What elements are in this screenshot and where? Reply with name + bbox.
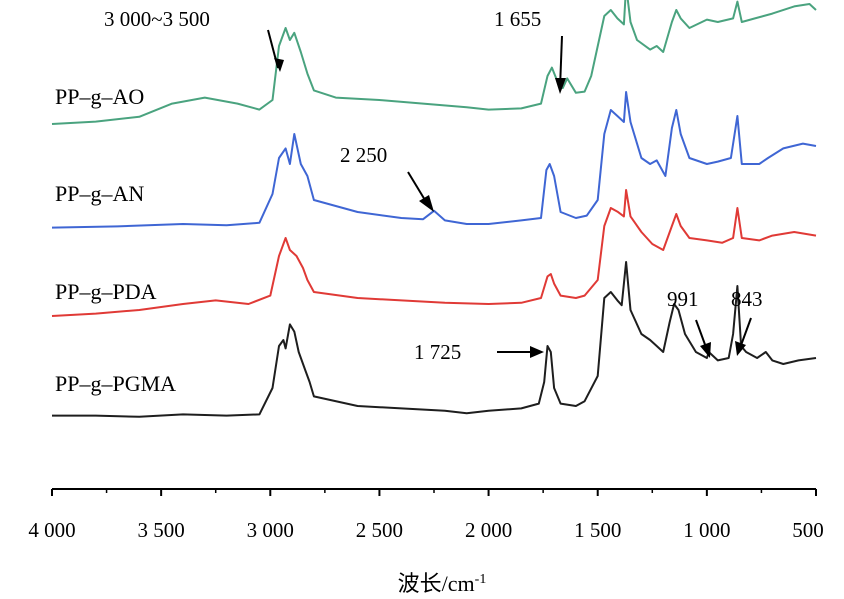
series-label-pp-g-ao: PP–g–AO xyxy=(55,84,144,109)
annotation-arrow-843 xyxy=(739,317,752,349)
series-pp-g-pgma xyxy=(52,261,817,418)
x-tick-label-2500: 2 500 xyxy=(356,518,403,542)
series-line-pp-g-ao xyxy=(51,0,817,125)
annotation-3000-3500: 3 000~3 500 xyxy=(104,7,210,31)
annotation-2250: 2 250 xyxy=(340,143,387,167)
series-line-pp-g-pda xyxy=(51,189,817,317)
annotation-arrowhead-991 xyxy=(700,342,711,358)
x-axis: 4 000 3 500 3 000 2 500 2 000 1 500 1 000 500 xyxy=(28,488,824,542)
annotation-arrowhead-1725 xyxy=(530,346,544,358)
x-tick-label-3500: 3 500 xyxy=(138,518,185,542)
x-tick-label-3000: 3 000 xyxy=(247,518,294,542)
annotation-843: 843 xyxy=(731,287,763,311)
x-tick-label-500: 500 xyxy=(792,518,824,542)
series-layer xyxy=(51,0,817,418)
x-tick-label-2000: 2 000 xyxy=(465,518,512,542)
series-label-pp-g-pgma: PP–g–PGMA xyxy=(55,371,176,396)
series-pp-g-an xyxy=(51,91,817,229)
series-pp-g-pda xyxy=(51,189,817,317)
series-line-pp-g-an xyxy=(51,91,817,229)
x-tick-label-1500: 1 500 xyxy=(574,518,621,542)
series-label-pp-g-an: PP–g–AN xyxy=(55,181,144,206)
series-label-layer: PP–g–AO PP–g–AN PP–g–PDA PP–g–PGMA xyxy=(55,84,176,396)
annotation-arrowhead-3000-3500 xyxy=(274,58,284,72)
annotation-arrowhead-2250 xyxy=(419,195,434,212)
series-label-pp-g-pda: PP–g–PDA xyxy=(55,279,157,304)
x-tick-label-1000: 1 000 xyxy=(683,518,730,542)
x-axis-title: 波长/cm-1 xyxy=(398,571,487,596)
annotation-991: 991 xyxy=(667,287,699,311)
annotation-1725: 1 725 xyxy=(414,340,461,364)
annotation-1655: 1 655 xyxy=(494,7,541,31)
annotation-arrowhead-843 xyxy=(735,341,746,356)
series-pp-g-ao xyxy=(51,0,817,125)
annotation-arrowhead-1655 xyxy=(555,78,566,94)
series-line-pp-g-pgma xyxy=(52,261,817,418)
x-tick-label-4000: 4 000 xyxy=(28,518,75,542)
annotation-layer: 3 000~3 500 1 655 2 250 1 725 991 843 xyxy=(104,7,763,364)
x-axis-title-superscript: -1 xyxy=(475,572,487,587)
